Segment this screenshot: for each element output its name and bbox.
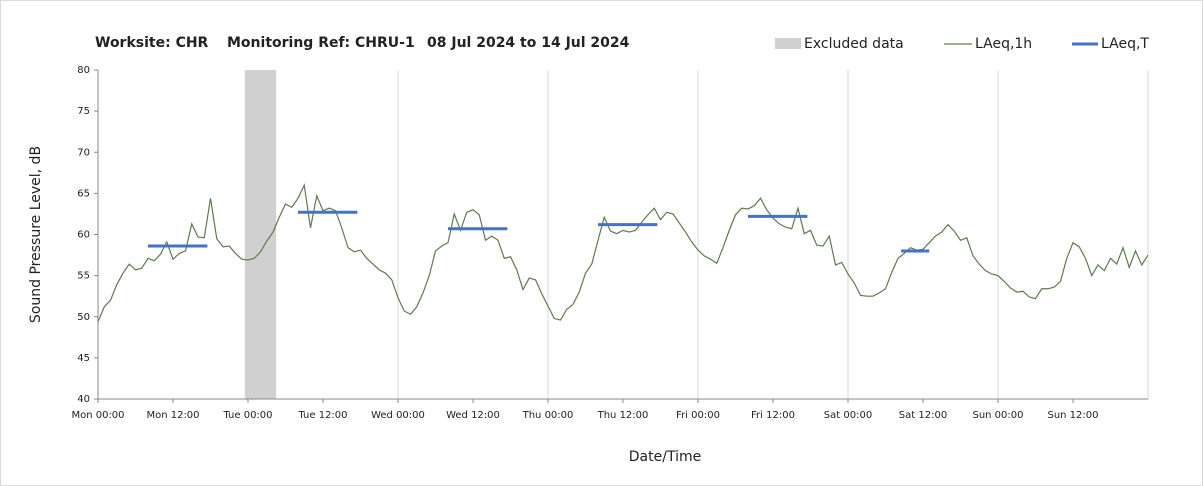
y-tick-label: 80 bbox=[77, 65, 90, 76]
legend-label: Excluded data bbox=[804, 36, 904, 52]
x-tick-label: Thu 00:00 bbox=[522, 410, 574, 421]
x-tick-label: Tue 12:00 bbox=[297, 410, 347, 421]
x-tick-label: Sat 12:00 bbox=[899, 410, 947, 421]
x-tick-label: Fri 00:00 bbox=[676, 410, 720, 421]
x-tick-label: Fri 12:00 bbox=[751, 410, 795, 421]
y-tick-label: 65 bbox=[77, 188, 90, 199]
x-tick-label: Sun 12:00 bbox=[1047, 410, 1098, 421]
y-tick-label: 60 bbox=[77, 230, 90, 241]
series-line bbox=[97, 183, 1149, 322]
y-tick-label: 75 bbox=[77, 106, 90, 117]
legend-label: LAeq,1h bbox=[975, 36, 1032, 52]
x-axis-label: Date/Time bbox=[629, 449, 701, 465]
y-tick-label: 70 bbox=[77, 147, 90, 158]
x-tick-label: Sun 00:00 bbox=[972, 410, 1023, 421]
chart-title: Monitoring Ref: CHRU-1 bbox=[227, 35, 415, 51]
legend-swatch bbox=[775, 38, 801, 49]
chart-title: 08 Jul 2024 to 14 Jul 2024 bbox=[427, 35, 630, 51]
y-axis-label: Sound Pressure Level, dB bbox=[28, 146, 44, 323]
x-tick-label: Thu 12:00 bbox=[597, 410, 649, 421]
x-tick-label: Tue 00:00 bbox=[222, 410, 272, 421]
y-tick-label: 55 bbox=[77, 271, 90, 282]
x-tick-label: Wed 00:00 bbox=[371, 410, 425, 421]
legend-label: LAeq,T bbox=[1101, 36, 1149, 52]
x-tick-label: Mon 12:00 bbox=[146, 410, 199, 421]
y-tick-label: 45 bbox=[77, 353, 90, 364]
x-tick-label: Sat 00:00 bbox=[824, 410, 872, 421]
y-tick-label: 40 bbox=[77, 394, 90, 405]
chart-title: Worksite: CHR bbox=[95, 35, 209, 51]
x-tick-label: Mon 00:00 bbox=[71, 410, 124, 421]
x-tick-label: Wed 12:00 bbox=[446, 410, 500, 421]
y-tick-label: 50 bbox=[77, 312, 90, 323]
